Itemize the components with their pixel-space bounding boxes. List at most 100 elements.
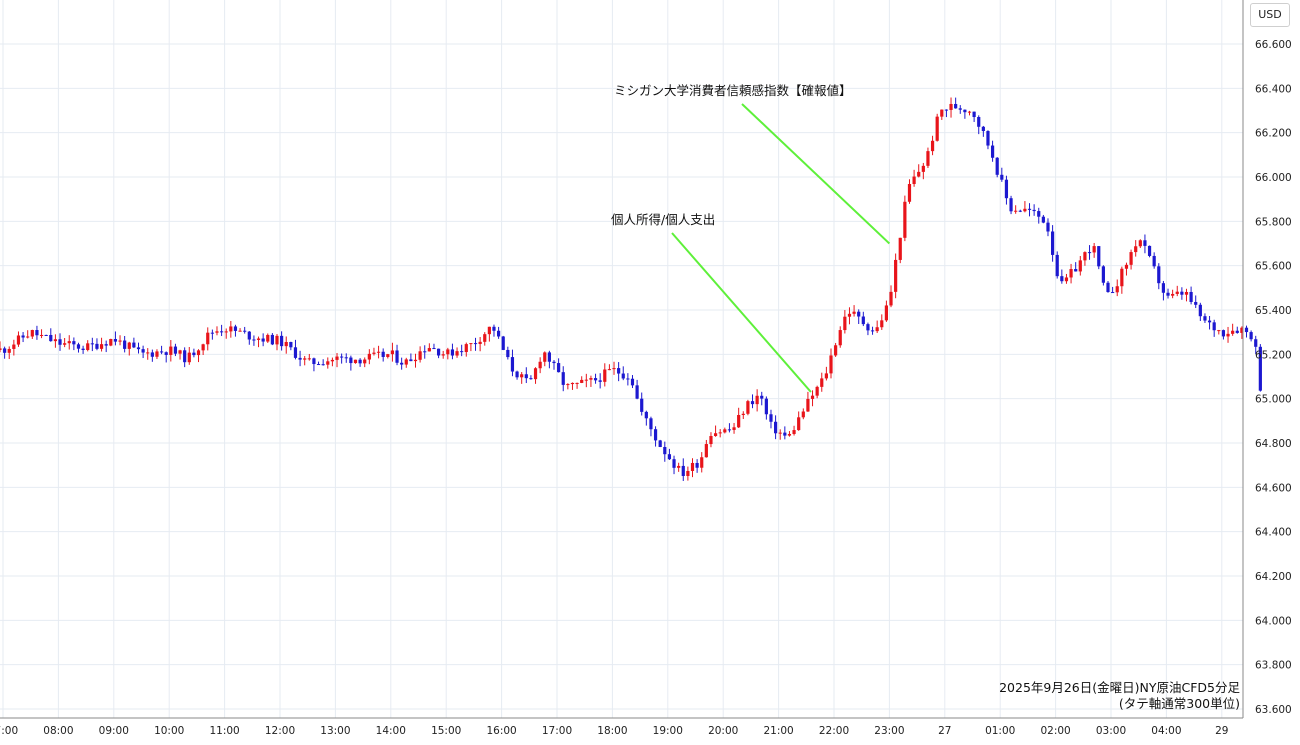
candle-body — [400, 362, 404, 365]
annotation-line-income — [671, 232, 812, 393]
candle-body — [926, 151, 930, 166]
candle-body — [690, 462, 695, 471]
candle-body — [598, 380, 602, 382]
candle-body — [967, 111, 972, 113]
candle-body — [732, 427, 736, 430]
candle-body — [1180, 291, 1184, 295]
candle-body — [390, 350, 395, 355]
candle-body — [1203, 316, 1207, 321]
chart-caption-line1: 2025年9月26日(金曜日)NY原油CFD5分足 — [999, 680, 1240, 695]
y-tick-label: 65.000 — [1255, 394, 1292, 406]
currency-button[interactable]: USD — [1250, 3, 1290, 27]
candle-body — [760, 395, 764, 399]
candle-body — [326, 361, 330, 365]
candle-body — [243, 330, 247, 332]
candle-body — [464, 344, 468, 353]
candle-body — [1129, 252, 1133, 265]
y-tick-label: 66.400 — [1255, 83, 1292, 95]
candle-body — [575, 382, 579, 384]
candle-body — [741, 413, 745, 415]
candle-body — [1078, 260, 1082, 272]
candle-body — [1254, 339, 1258, 347]
y-tick-label: 63.600 — [1255, 704, 1292, 716]
y-tick-label: 63.800 — [1255, 660, 1292, 672]
x-tick-label: 14:00 — [376, 725, 406, 737]
candle-body — [386, 354, 390, 357]
x-tick-label: 22:00 — [819, 725, 849, 737]
candle-body — [954, 103, 958, 109]
candle-body — [626, 378, 630, 380]
candle-body — [824, 373, 828, 379]
candle-body — [413, 359, 418, 362]
candle-body — [483, 334, 487, 342]
candle-body — [612, 368, 616, 370]
candle-body — [1041, 216, 1045, 223]
candle-body — [917, 171, 921, 177]
candle-body — [261, 338, 265, 342]
candle-body — [280, 335, 284, 347]
candle-body — [1221, 330, 1226, 337]
candle-body — [972, 111, 976, 118]
candle-body — [109, 338, 113, 346]
candle-body — [810, 395, 815, 399]
candle-body — [76, 344, 81, 349]
candle-body — [367, 353, 371, 360]
candle-body — [930, 140, 935, 152]
candle-body — [603, 369, 607, 382]
candle-body — [238, 330, 242, 332]
candle-body — [1037, 211, 1041, 217]
candle-body — [460, 351, 464, 353]
candle-body — [349, 357, 353, 364]
x-tick-label: 21:00 — [763, 725, 793, 737]
candle-body — [797, 417, 801, 431]
candle-body — [1152, 255, 1156, 267]
candle-body — [501, 336, 505, 350]
candle-body — [644, 411, 648, 419]
candle-body — [880, 320, 884, 328]
candle-body — [418, 351, 422, 360]
candle-body — [63, 343, 67, 345]
candle-body — [787, 433, 792, 436]
candle-body — [155, 351, 159, 357]
candle-body — [183, 350, 187, 363]
y-tick-label: 64.600 — [1255, 482, 1292, 494]
candle-body — [524, 374, 528, 379]
candle-body — [72, 341, 76, 345]
candle-body — [1161, 283, 1165, 293]
candle-body — [510, 357, 515, 372]
candle-body — [875, 327, 879, 332]
candle-body — [700, 457, 704, 468]
candle-body — [958, 108, 962, 110]
candle-body — [723, 429, 727, 433]
candle-body — [35, 330, 39, 336]
candle-body — [1092, 246, 1096, 253]
candle-body — [861, 316, 865, 325]
candle-body — [12, 344, 16, 349]
candle-body — [1069, 269, 1073, 278]
x-tick-label: 07:00 — [0, 725, 18, 737]
candle-body — [995, 157, 999, 175]
candle-body — [150, 352, 154, 357]
candle-body — [58, 339, 62, 345]
x-tick-label: 13:00 — [320, 725, 350, 737]
annotation-line-michigan — [741, 103, 891, 245]
candle-body — [289, 341, 293, 348]
candle-body — [1138, 240, 1142, 247]
candle-body — [159, 351, 164, 353]
candle-body — [455, 351, 459, 356]
candle-body — [344, 357, 348, 359]
candle-body — [1046, 222, 1050, 232]
candle-body — [889, 291, 893, 306]
candle-body — [0, 348, 2, 350]
candle-body — [206, 332, 210, 345]
candle-body — [949, 103, 953, 110]
candle-body — [677, 465, 681, 468]
candle-body — [1101, 266, 1105, 283]
candle-body — [898, 237, 902, 260]
candle-body — [801, 411, 805, 418]
candle-body — [940, 109, 944, 117]
candle-body — [16, 335, 21, 345]
x-tick-label: 11:00 — [209, 725, 239, 737]
candle-body — [566, 384, 570, 386]
candle-body — [746, 401, 750, 414]
